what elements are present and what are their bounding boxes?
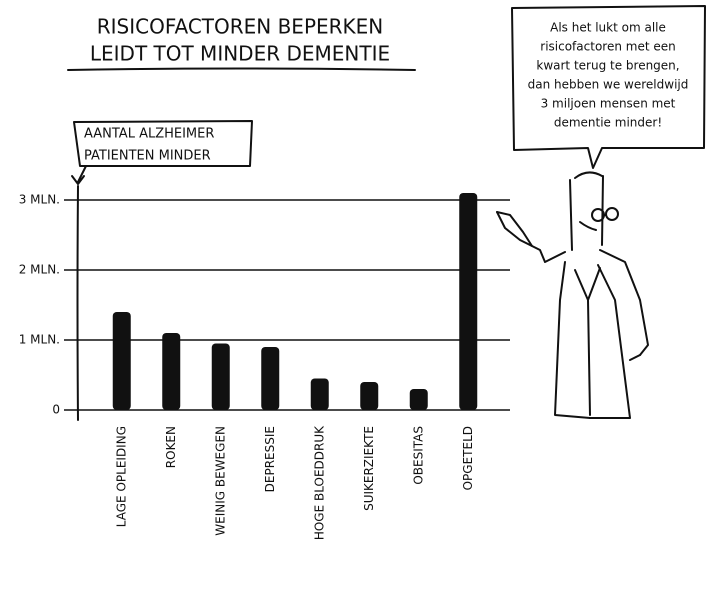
- chart-title: RISICOFACTOREN BEPERKEN: [97, 15, 384, 39]
- x-tick-label: OBESITAS: [411, 426, 425, 485]
- speech-line: Als het lukt om alle: [550, 21, 666, 35]
- bar: [261, 347, 280, 410]
- bar: [211, 343, 230, 410]
- y-axis-label: AANTAL ALZHEIMER: [84, 127, 214, 142]
- chart-title: LEIDT TOT MINDER DEMENTIE: [90, 42, 390, 66]
- y-tick-label: 0: [52, 403, 60, 417]
- bar: [409, 389, 428, 410]
- y-axis: [76, 185, 79, 421]
- x-tick-label: HOGE BLOEDDRUK: [312, 425, 326, 540]
- x-tick-label: WEINIG BEWEGEN: [213, 426, 227, 536]
- y-tick-label: 1 MLN.: [19, 333, 60, 347]
- speech-line: kwart terug te brengen,: [536, 59, 679, 73]
- x-tick-label: LAGE OPLEIDING: [114, 426, 128, 527]
- y-tick-label: 3 MLN.: [19, 193, 60, 207]
- x-tick-label: OPGETELD: [461, 426, 475, 490]
- bar: [310, 378, 329, 410]
- speech-text: Als het lukt om alle risicofactoren met e…: [528, 21, 689, 130]
- x-tick-label: SUIKERZIEKTE: [362, 426, 376, 511]
- bar: [360, 382, 379, 410]
- speech-bubble: [511, 5, 706, 169]
- y-tick-label: 2 MLN.: [19, 263, 60, 277]
- title-underline: [67, 67, 416, 71]
- y-axis-label: PATIENTEN MINDER: [84, 149, 211, 164]
- bar: [459, 193, 478, 410]
- bar: [112, 312, 131, 410]
- bar: [162, 333, 181, 410]
- speech-line: 3 miljoen mensen met: [541, 97, 676, 111]
- speech-line: risicofactoren met een: [540, 40, 675, 54]
- x-tick-label: DEPRESSIE: [263, 426, 277, 492]
- scientist: [496, 171, 649, 419]
- label-arrow: [71, 165, 87, 185]
- speech-line: dementie minder!: [554, 116, 662, 130]
- speech-line: dan hebben we wereldwijd: [528, 78, 689, 92]
- plot-area: 0 1 MLN. 2 MLN. 3 MLN. LAGE OPLEIDING ROKEN WE…: [19, 193, 510, 540]
- x-tick-label: ROKEN: [164, 426, 178, 468]
- ylabel-box: [73, 120, 253, 167]
